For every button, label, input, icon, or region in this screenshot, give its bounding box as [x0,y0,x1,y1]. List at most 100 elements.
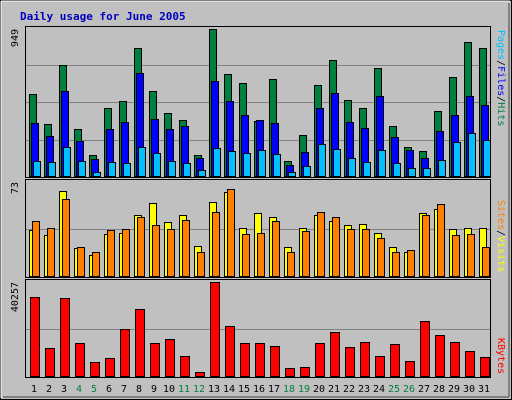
bar-sites-day-30 [467,234,475,277]
day-label: 5 [91,384,97,395]
bar-sites-day-19 [302,231,310,277]
bar-pages-day-14 [228,151,236,177]
day-label: 11 [178,384,190,395]
bar-pages-day-13 [213,148,221,177]
bar-pages-day-27 [423,168,431,177]
bar-pages-day-25 [393,163,401,177]
bar-kbytes-day-2 [45,348,55,377]
bar-sites-day-27 [422,215,430,277]
bar-sites-day-29 [452,235,460,277]
bar-pages-day-23 [363,162,371,177]
bar-sites-day-25 [392,252,400,277]
bar-kbytes-day-4 [75,343,85,377]
day-label: 6 [106,384,112,395]
bar-pages-day-28 [438,160,446,177]
bar-pages-day-20 [318,144,326,177]
bar-pages-day-5 [93,172,101,177]
bar-pages-day-4 [78,161,86,177]
bar-pages-day-7 [123,163,131,177]
legend-kbytes: KBytes [495,338,506,374]
bar-sites-day-20 [317,212,325,277]
legend-sep: / [495,96,506,102]
bar-sites-day-8 [137,217,145,277]
day-label: 3 [61,384,67,395]
bar-pages-day-21 [333,149,341,177]
bar-kbytes-day-13 [210,282,220,377]
day-label: 24 [373,384,385,395]
bar-kbytes-day-18 [285,368,295,377]
bar-sites-day-28 [437,204,445,277]
legend-files: Files [495,66,506,96]
day-label: 12 [193,384,205,395]
bar-pages-day-3 [63,147,71,177]
day-label: 14 [223,384,235,395]
day-label: 26 [403,384,415,395]
bar-kbytes-day-7 [120,329,130,377]
day-label: 7 [121,384,127,395]
bar-kbytes-day-17 [270,346,280,377]
day-label: 2 [46,384,52,395]
bar-pages-day-11 [183,163,191,177]
bar-sites-day-26 [407,250,415,277]
bar-kbytes-day-25 [390,344,400,377]
legend-sep: / [495,60,506,66]
bar-sites-day-31 [482,247,490,277]
day-label: 1 [31,384,37,395]
day-label: 20 [313,384,325,395]
ymax-label-kbytes: 40257 [10,282,21,312]
day-label: 29 [448,384,460,395]
legend-sites-visits: Sites/Visits [495,200,506,272]
bar-pages-day-22 [348,158,356,177]
day-label: 15 [238,384,250,395]
ymax-label-hits: 949 [10,29,21,47]
day-label: 13 [208,384,220,395]
bar-pages-day-19 [303,166,311,177]
bar-pages-day-26 [408,168,416,177]
bar-sites-day-6 [107,230,115,277]
bar-kbytes-day-1 [30,297,40,377]
bar-sites-day-9 [152,225,160,277]
bar-pages-day-9 [153,153,161,177]
bar-sites-day-13 [212,212,220,277]
day-label: 4 [76,384,82,395]
legend-sep: / [495,230,506,236]
bar-kbytes-day-6 [105,358,115,377]
panel-kbytes-bars [30,282,490,377]
day-label: 30 [463,384,475,395]
bar-sites-day-18 [287,252,295,277]
bar-kbytes-day-19 [300,367,310,377]
day-label: 17 [268,384,280,395]
legend-visits: Visits [495,236,506,272]
bar-kbytes-day-22 [345,347,355,377]
bar-sites-day-22 [347,229,355,277]
day-label: 27 [418,384,430,395]
legend-hits: Hits [495,102,506,126]
visits-sites-panel: 73 Sites/Visits [10,179,506,278]
day-label: 10 [163,384,175,395]
kbytes-panel: 40257 KBytes [10,279,506,378]
bar-pages-day-1 [33,161,41,177]
day-label: 23 [358,384,370,395]
bar-pages-day-18 [288,172,296,177]
bar-pages-day-16 [258,150,266,177]
bar-kbytes-day-28 [435,335,445,377]
bar-kbytes-day-8 [135,309,145,377]
hits-files-pages-panel: 949 Pages/Files/Hits [10,26,506,178]
bar-kbytes-day-9 [150,343,160,377]
bar-kbytes-day-27 [420,321,430,377]
bar-kbytes-day-29 [450,342,460,377]
bar-sites-day-23 [362,229,370,277]
bar-pages-day-2 [48,162,56,177]
bar-kbytes-day-21 [330,332,340,377]
day-label: 8 [136,384,142,395]
bar-kbytes-day-26 [405,361,415,377]
legend-sites: Sites [495,200,506,230]
bar-pages-day-8 [138,147,146,177]
bar-sites-day-14 [227,189,235,277]
bar-kbytes-day-15 [240,343,250,377]
bar-pages-day-29 [453,142,461,177]
bar-pages-day-15 [243,153,251,177]
bar-sites-day-10 [167,229,175,277]
bar-kbytes-day-30 [465,351,475,377]
